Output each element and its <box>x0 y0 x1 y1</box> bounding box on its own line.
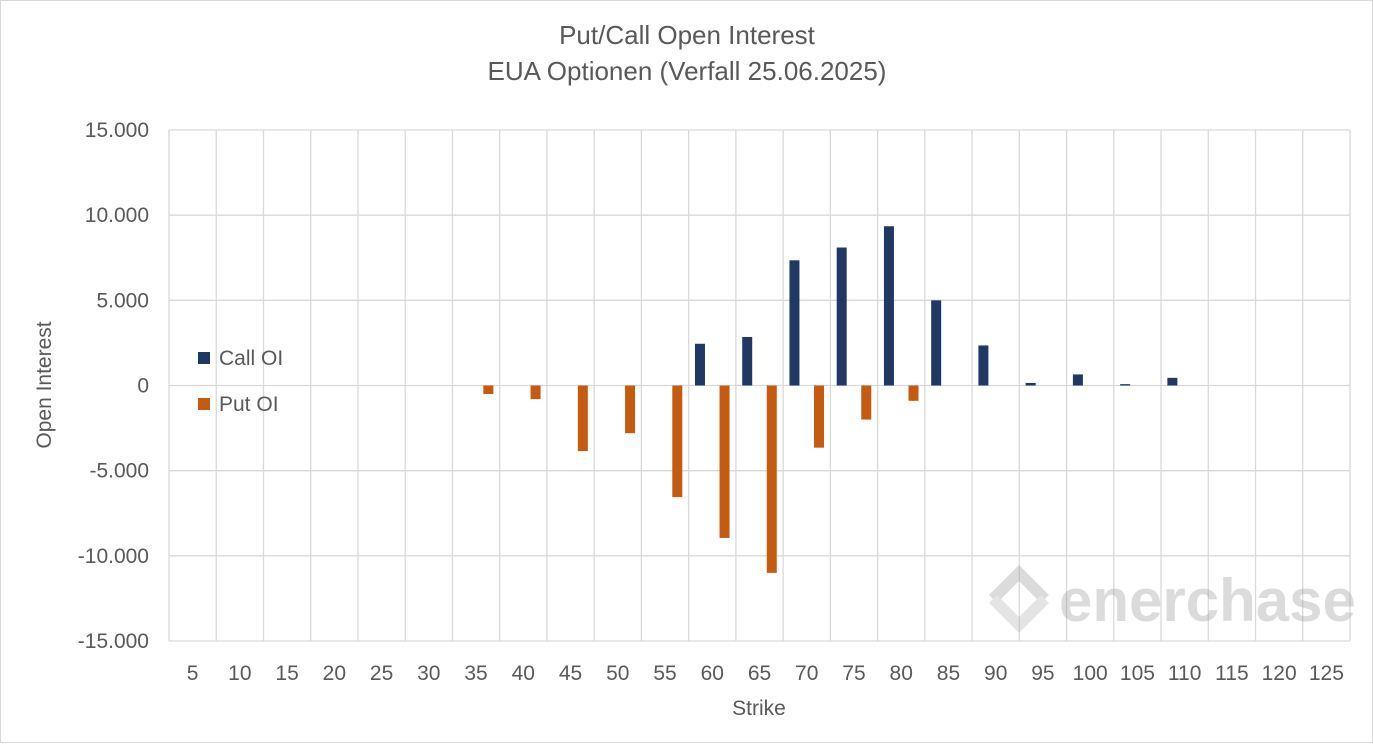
legend-swatch <box>198 398 210 410</box>
x-tick-label: 90 <box>984 662 1007 685</box>
x-tick-label: 120 <box>1262 662 1297 685</box>
enerchase-logo-icon <box>989 565 1049 633</box>
y-tick-label: -5.000 <box>89 460 149 483</box>
call-oi-bar <box>978 345 989 386</box>
legend: Call OI Put OI <box>198 347 283 416</box>
y-axis-ticks: 15.000 10.000 5.000 0 -5.000 -10.000 -15.000 <box>78 119 149 653</box>
y-tick-label: 15.000 <box>85 119 149 142</box>
x-tick-label: 125 <box>1309 662 1344 685</box>
x-tick-label: 55 <box>653 662 676 685</box>
put-oi-bar <box>625 385 636 434</box>
call-oi-bar <box>789 260 800 386</box>
put-oi-bar <box>766 385 777 573</box>
x-tick-label: 35 <box>464 662 487 685</box>
call-oi-bar <box>1120 384 1131 386</box>
x-tick-label: 85 <box>937 662 960 685</box>
call-oi-bar <box>742 336 753 386</box>
x-tick-label: 30 <box>417 662 440 685</box>
legend-swatch <box>198 352 210 364</box>
x-tick-label: 105 <box>1120 662 1155 685</box>
call-oi-bar <box>931 300 942 386</box>
put-oi-bar <box>483 385 494 395</box>
gridlines <box>168 129 1351 642</box>
legend-label: Call OI <box>219 347 283 370</box>
legend-label: Put OI <box>219 393 279 416</box>
call-oi-bar <box>836 247 847 386</box>
x-tick-label: 65 <box>748 662 771 685</box>
x-axis-ticks: 5 10 15 20 25 30 35 40 45 50 55 60 65 70 75 80 85 90 95 100… <box>187 662 1344 685</box>
x-tick-label: 95 <box>1031 662 1054 685</box>
put-oi-bar <box>577 385 588 452</box>
x-tick-label: 100 <box>1073 662 1108 685</box>
x-tick-label: 45 <box>559 662 582 685</box>
watermark: enerchase <box>989 565 1356 634</box>
y-tick-label: 5.000 <box>96 289 149 312</box>
put-oi-bar <box>861 385 872 420</box>
call-oi-bar <box>694 343 705 386</box>
x-tick-label: 110 <box>1168 662 1201 685</box>
y-tick-label: 0 <box>137 375 149 398</box>
call-oi-bar <box>1072 374 1083 386</box>
bars <box>483 226 1178 573</box>
x-tick-label: 5 <box>187 662 199 685</box>
put-oi-bar <box>814 385 825 448</box>
y-axis-title: Open Interest <box>33 321 56 448</box>
y-tick-label: 10.000 <box>85 204 149 227</box>
put-oi-bar <box>908 385 919 401</box>
x-tick-label: 75 <box>842 662 865 685</box>
y-tick-label: -10.000 <box>78 545 149 568</box>
y-tick-label: -15.000 <box>78 630 149 653</box>
x-tick-label: 10 <box>228 662 251 685</box>
x-tick-label: 15 <box>275 662 298 685</box>
x-tick-label: 20 <box>323 662 346 685</box>
x-tick-label: 50 <box>606 662 629 685</box>
put-oi-bar <box>672 385 683 498</box>
chart-subtitle: EUA Optionen (Verfall 25.06.2025) <box>488 56 887 86</box>
watermark-text: enerchase <box>1059 567 1356 634</box>
x-tick-label: 25 <box>370 662 393 685</box>
call-oi-bar <box>1025 382 1036 386</box>
put-oi-bar <box>719 385 730 538</box>
call-oi-bar <box>883 226 894 386</box>
x-axis-title: Strike <box>732 697 786 720</box>
x-tick-label: 40 <box>512 662 535 685</box>
x-tick-label: 60 <box>701 662 724 685</box>
chart-title: Put/Call Open Interest <box>559 20 816 50</box>
x-tick-label: 70 <box>795 662 818 685</box>
x-tick-label: 115 <box>1215 662 1248 685</box>
x-tick-label: 80 <box>890 662 913 685</box>
call-oi-bar <box>1167 377 1178 386</box>
put-oi-bar <box>530 385 541 400</box>
